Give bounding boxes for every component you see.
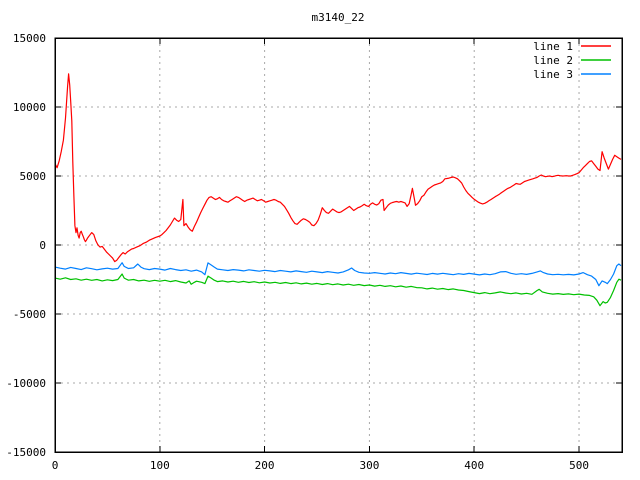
axes-border-and-ticks bbox=[54, 37, 623, 453]
x-tick-label: 500 bbox=[569, 459, 589, 472]
tick-labels: 0 100 200 300 400 500 -15000 -10000 -5000 0 5000 10… bbox=[6, 32, 589, 472]
legend-entry-line-1: line 1 bbox=[533, 40, 611, 53]
x-tick-label: 400 bbox=[464, 459, 484, 472]
x-tick-label: 100 bbox=[150, 459, 170, 472]
legend: line 1 line 2 line 3 bbox=[533, 40, 611, 81]
y-tick-label: 5000 bbox=[20, 170, 47, 183]
y-tick-label: -15000 bbox=[6, 446, 46, 459]
legend-label-line-1: line 1 bbox=[533, 40, 573, 53]
y-tick-label: -5000 bbox=[13, 308, 46, 321]
y-tick-label: -10000 bbox=[6, 377, 46, 390]
chart-title: m3140_22 bbox=[312, 11, 365, 24]
y-tick-label: 10000 bbox=[13, 101, 46, 114]
y-tick-label: 0 bbox=[39, 239, 46, 252]
y-tick-label: 15000 bbox=[13, 32, 46, 45]
legend-label-line-3: line 3 bbox=[533, 68, 573, 81]
x-tick-label: 0 bbox=[52, 459, 59, 472]
series-lines bbox=[54, 73, 622, 307]
series-line-2 bbox=[54, 273, 622, 307]
x-tick-label: 200 bbox=[255, 459, 275, 472]
series-line-3 bbox=[54, 262, 622, 287]
series-line-1 bbox=[54, 73, 622, 263]
legend-label-line-2: line 2 bbox=[533, 54, 573, 67]
gridlines bbox=[55, 38, 622, 452]
legend-entry-line-3: line 3 bbox=[533, 68, 611, 81]
legend-entry-line-2: line 2 bbox=[533, 54, 611, 67]
x-tick-label: 300 bbox=[359, 459, 379, 472]
